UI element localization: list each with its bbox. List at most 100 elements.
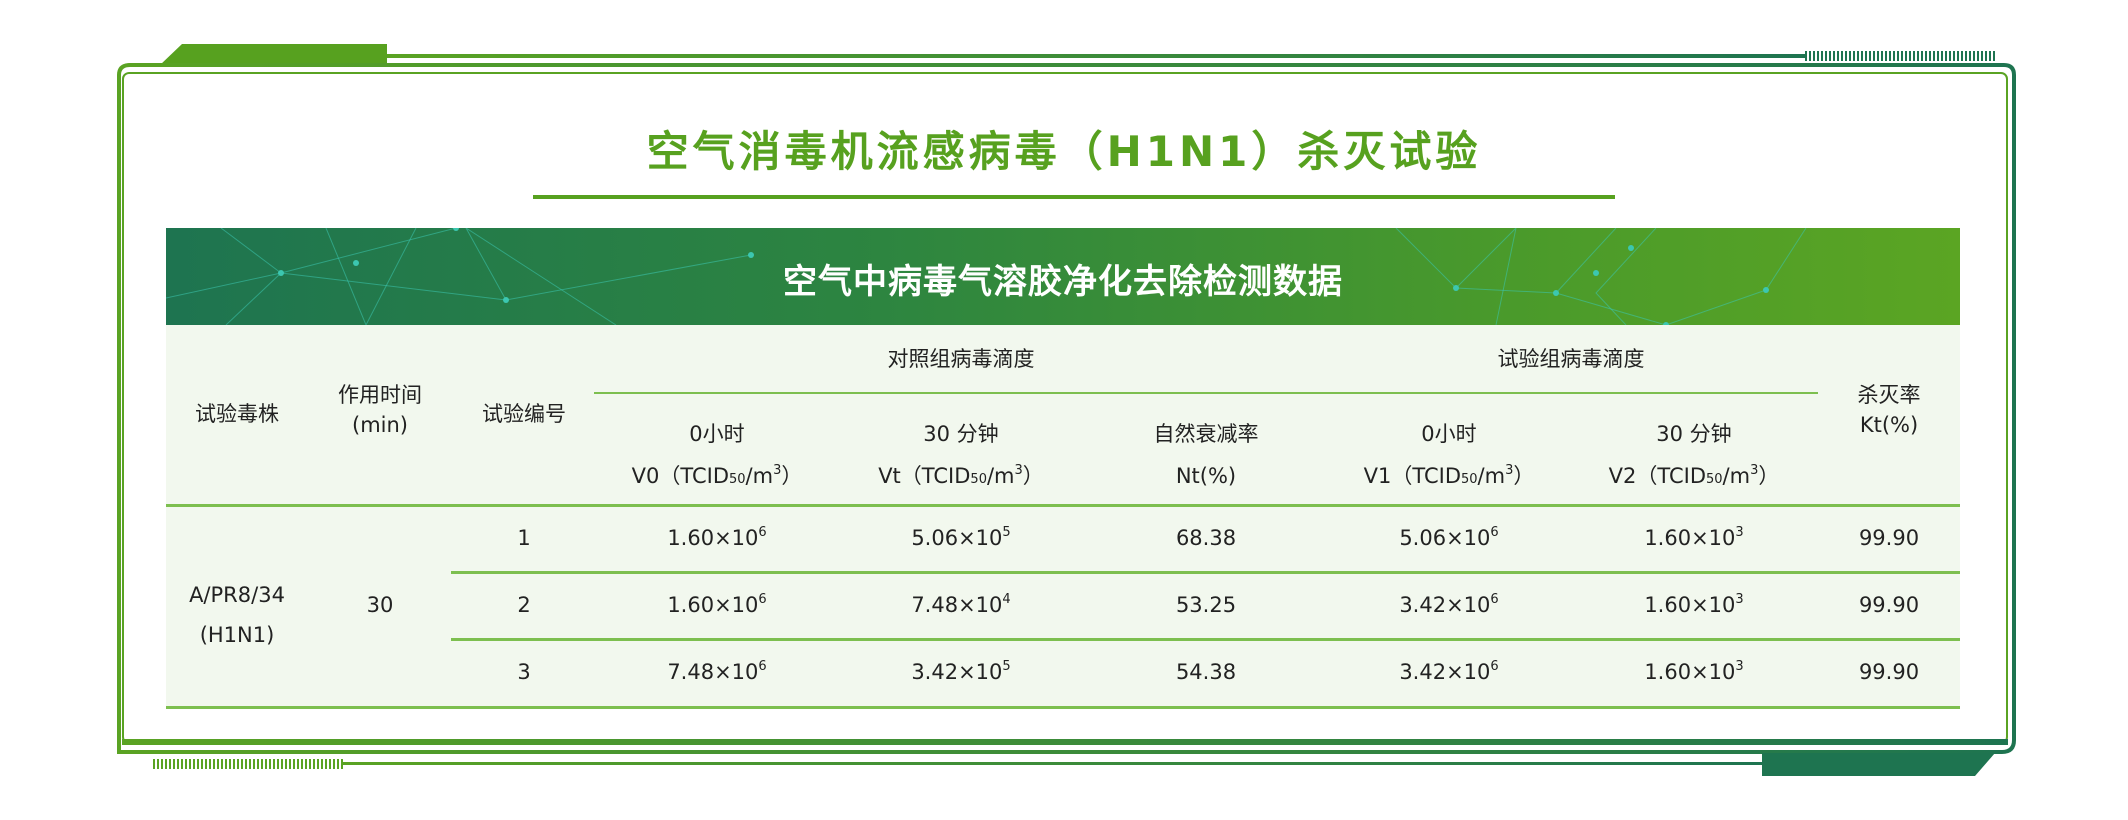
- stripe: [217, 759, 219, 769]
- data-table: [166, 325, 1960, 707]
- stripe: [1829, 51, 1831, 61]
- bottom-tab: [1762, 753, 1995, 776]
- header-test-group: 试验组病毒滴度: [1497, 347, 1645, 371]
- stripe: [285, 759, 287, 769]
- stripe: [1809, 51, 1811, 61]
- cell-value: 53.25: [1175, 593, 1237, 617]
- stripe: [205, 759, 207, 769]
- stripe: [1925, 51, 1927, 61]
- cell-value: 7.48×10: [911, 593, 1003, 617]
- stripe: [289, 759, 291, 769]
- row-divider: [451, 638, 1960, 641]
- cell-vt: 3.42×105: [911, 657, 1010, 687]
- stripe: [1933, 51, 1935, 61]
- stripe: [337, 759, 339, 769]
- stripe: [1913, 51, 1915, 61]
- stripe: [225, 759, 227, 769]
- banner: 空气中病毒气溶胶净化去除检测数据: [166, 228, 1960, 325]
- cell-exponent: 6: [758, 525, 767, 540]
- superscript: 3: [1014, 463, 1023, 478]
- label: ）: [1513, 464, 1535, 488]
- stripe: [209, 759, 211, 769]
- cell-value: 7.48×10: [667, 660, 759, 684]
- top-tab: [160, 44, 387, 65]
- label: 0小时: [1421, 422, 1477, 446]
- stripe: [193, 759, 195, 769]
- cell-exponent: 5: [1002, 525, 1011, 540]
- superscript: 3: [1750, 463, 1759, 478]
- cell-value: 3.42×10: [1399, 593, 1491, 617]
- cell-value: 3.42×10: [1399, 660, 1491, 684]
- stripe: [1877, 51, 1879, 61]
- cell-value: 1.60×10: [1644, 660, 1736, 684]
- cell-v1: 3.42×106: [1399, 590, 1498, 620]
- stripe: [185, 759, 187, 769]
- header-test-30m: 30 分钟 V2（TCID50/m3）: [1609, 413, 1780, 497]
- stripe: [1901, 51, 1903, 61]
- cell-no: 1: [517, 523, 530, 553]
- stripe: [173, 759, 175, 769]
- banner-title: 空气中病毒气溶胶净化去除检测数据: [783, 262, 1343, 302]
- stripe: [277, 759, 279, 769]
- header-test-no: 试验编号: [482, 402, 566, 426]
- title-underline: [533, 195, 1615, 199]
- time-cell: 30: [366, 593, 394, 617]
- label: 30 分钟: [923, 422, 999, 446]
- stripe: [1985, 51, 1987, 61]
- cell-no: 3: [517, 657, 530, 687]
- stripe: [293, 759, 295, 769]
- stripe: [201, 759, 203, 769]
- header-kill-unit: Kt(%): [1859, 413, 1919, 437]
- cell-exponent: 6: [1490, 659, 1499, 674]
- stripe: [1953, 51, 1955, 61]
- stripe: [1957, 51, 1959, 61]
- top-stripes: [1805, 51, 1995, 61]
- stripe: [241, 759, 243, 769]
- stripe: [1817, 51, 1819, 61]
- stripe: [281, 759, 283, 769]
- header-kill-rate: 杀灭率 Kt(%): [1858, 380, 1921, 440]
- cell-kt: 99.90: [1859, 523, 1919, 553]
- stripe: [229, 759, 231, 769]
- stripe: [233, 759, 235, 769]
- label: ）: [1758, 464, 1780, 488]
- stripe: [1893, 51, 1895, 61]
- stripe: [245, 759, 247, 769]
- cell-exponent: 5: [1002, 659, 1011, 674]
- stripe: [189, 759, 191, 769]
- label: /m: [745, 464, 774, 488]
- cell-no: 2: [517, 590, 530, 620]
- cell-value: 68.38: [1175, 526, 1237, 550]
- stripe: [1869, 51, 1871, 61]
- stripe: [325, 759, 327, 769]
- stripe: [1929, 51, 1931, 61]
- label: V2（TCID: [1608, 464, 1706, 488]
- stripe: [249, 759, 251, 769]
- header-natural-decay: 自然衰减率 Nt(%): [1154, 413, 1259, 497]
- cell-v0: 1.60×106: [667, 523, 766, 553]
- cell-exponent: 4: [1002, 592, 1011, 607]
- stripe: [1993, 51, 1995, 61]
- stripe: [1969, 51, 1971, 61]
- cell-v0: 1.60×106: [667, 590, 766, 620]
- stripe: [1881, 51, 1883, 61]
- header-time-label: 作用时间: [338, 383, 422, 407]
- cell-value: 1.60×10: [667, 526, 759, 550]
- stripe: [1861, 51, 1863, 61]
- header-test-0h: 0小时 V1（TCID50/m3）: [1364, 413, 1535, 497]
- stripe: [305, 759, 307, 769]
- stripe: [197, 759, 199, 769]
- stripe: [1973, 51, 1975, 61]
- cell-value: 2: [517, 593, 531, 617]
- stripe: [1873, 51, 1875, 61]
- stripe: [1885, 51, 1887, 61]
- subscript: 50: [970, 472, 987, 487]
- stripe: [1909, 51, 1911, 61]
- stripe: [1905, 51, 1907, 61]
- stripe: [1837, 51, 1839, 61]
- stripe: [237, 759, 239, 769]
- cell-v1: 3.42×106: [1399, 657, 1498, 687]
- stripe: [1805, 51, 1807, 61]
- cell-value: 1.60×10: [1644, 526, 1736, 550]
- stripe: [1849, 51, 1851, 61]
